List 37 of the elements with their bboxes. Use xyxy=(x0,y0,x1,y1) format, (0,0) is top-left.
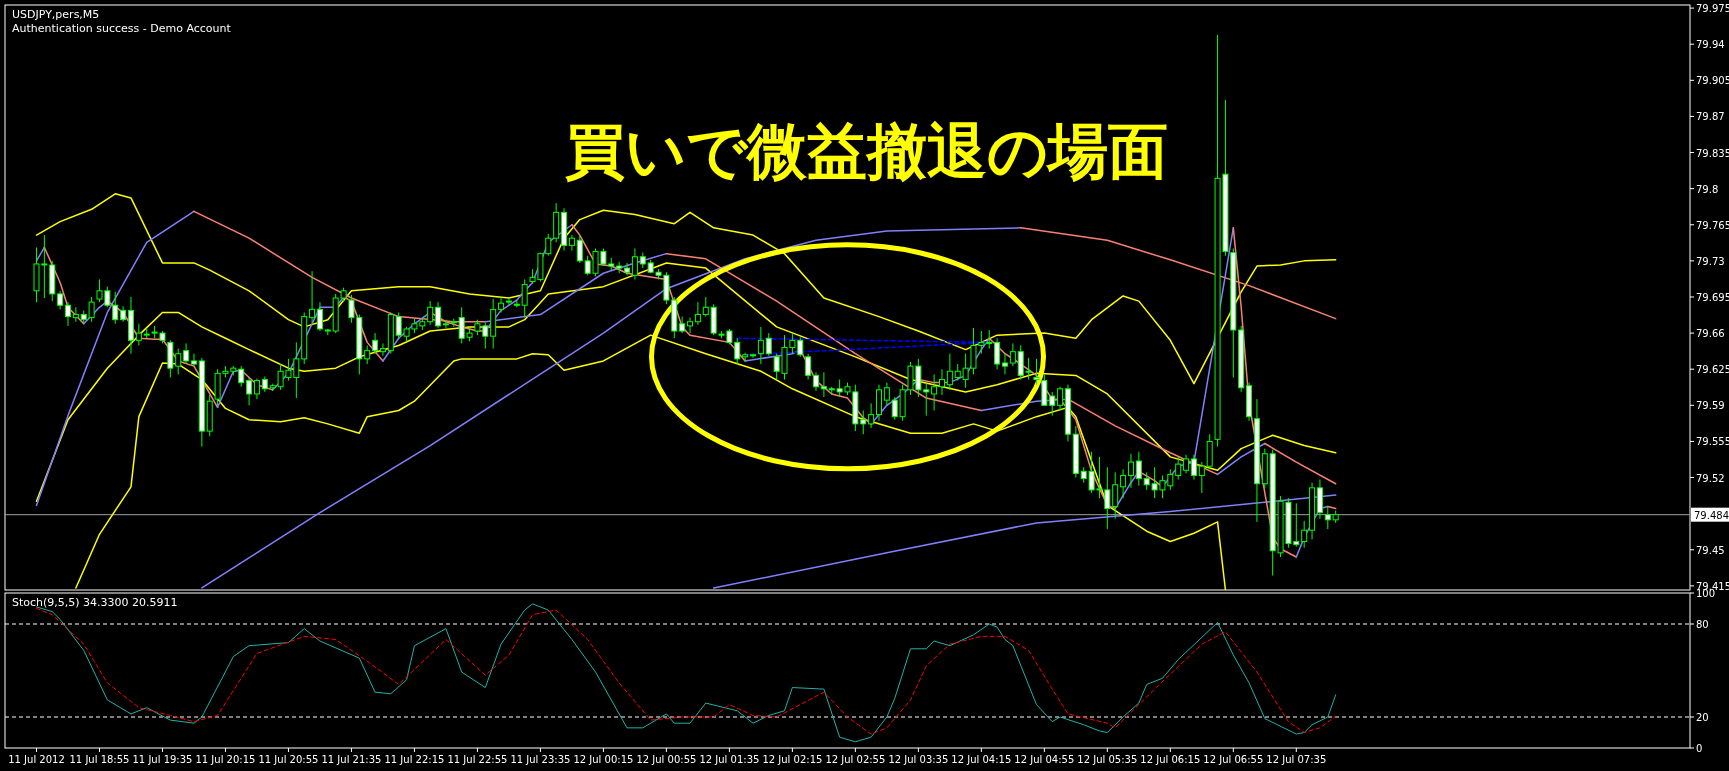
y-tick-label: 80 xyxy=(1696,619,1709,630)
y-tick-label: 20 xyxy=(1696,712,1709,723)
x-tick-label: 11 Jul 22:15 xyxy=(384,754,445,765)
y-tick-label: 79.8 xyxy=(1696,183,1719,195)
text: Authentication success - Demo Account xyxy=(12,22,232,35)
x-tick-label: 12 Jul 02:15 xyxy=(762,754,823,765)
chart-title: Stoch(9,5,5) 34.3300 20.5911 xyxy=(12,596,178,609)
ref-line-label: 79.484 xyxy=(1694,509,1729,521)
x-tick-label: 11 Jul 23:35 xyxy=(510,754,571,765)
annotation: 買いで微益撤退の場面 xyxy=(565,116,1168,186)
y-tick-label: 79.66 xyxy=(1696,328,1725,340)
x-tick-label: 12 Jul 04:15 xyxy=(951,754,1012,765)
chart-title: USDJPY,pers,M5 xyxy=(12,8,100,21)
x-tick-label: 12 Jul 00:55 xyxy=(636,754,697,765)
y-tick-label: 79.45 xyxy=(1696,544,1725,556)
y-tick-label: 79.52 xyxy=(1696,472,1725,484)
x-tick-label: 12 Jul 02:55 xyxy=(825,754,886,765)
x-tick-label: 12 Jul 00:15 xyxy=(573,754,634,765)
x-tick-label: 12 Jul 06:15 xyxy=(1140,754,1201,765)
y-tick-label: 0 xyxy=(1696,743,1703,754)
y-tick-label: 79.87 xyxy=(1696,111,1725,123)
x-tick-label: 12 Jul 03:35 xyxy=(888,754,949,765)
x-tick-label: 12 Jul 07:35 xyxy=(1266,754,1327,765)
x-tick-label: 12 Jul 04:55 xyxy=(1014,754,1075,765)
x-tick-label: 12 Jul 01:35 xyxy=(699,754,760,765)
x-tick-label: 11 Jul 20:55 xyxy=(258,754,319,765)
y-tick-label: 79.94 xyxy=(1696,39,1725,51)
x-tick-label: 12 Jul 06:55 xyxy=(1203,754,1264,765)
x-tick-label: 11 Jul 2012 xyxy=(8,754,65,765)
x-tick-label: 11 Jul 21:35 xyxy=(321,754,382,765)
x-tick-label: 12 Jul 05:35 xyxy=(1077,754,1138,765)
x-tick-label: 11 Jul 19:35 xyxy=(132,754,193,765)
y-tick-label: 79.73 xyxy=(1696,255,1725,267)
x-tick-label: 11 Jul 22:55 xyxy=(447,754,508,765)
y-tick-label: 79.59 xyxy=(1696,400,1725,412)
x-tick-label: 11 Jul 20:15 xyxy=(195,754,256,765)
x-tick-label: 11 Jul 18:55 xyxy=(69,754,130,765)
